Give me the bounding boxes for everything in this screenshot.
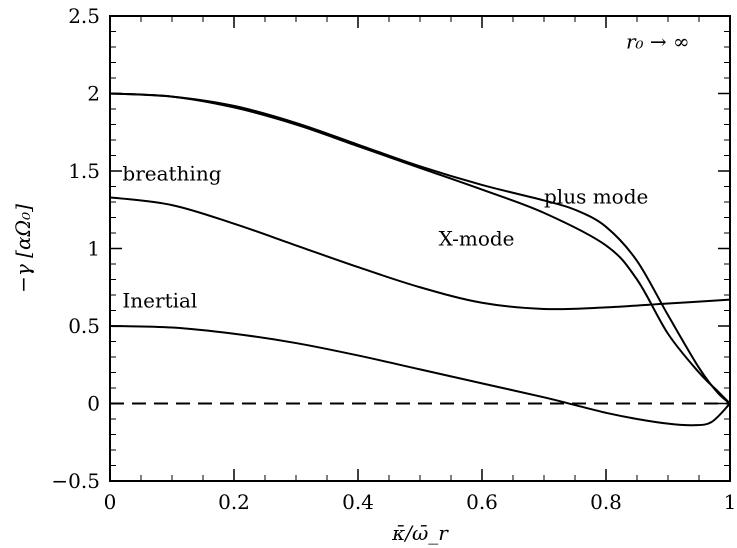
plot-frame	[109, 15, 731, 482]
x-tick-label: 0.8	[590, 490, 622, 514]
y-tick-label: 2.5	[68, 4, 100, 28]
annotation-4: X-mode	[439, 226, 515, 250]
x-axis-label: κ̄/ω̄_r	[391, 521, 449, 545]
x-tick-label: 0.6	[466, 490, 498, 514]
y-axis-label: −γ [αΩ₀]	[11, 204, 35, 293]
x-tick-label: 0.2	[218, 490, 250, 514]
annotation-3: Inertial	[122, 288, 197, 312]
series-line-2	[110, 92, 730, 405]
series-line-1	[110, 92, 730, 405]
annotation-2: breathing	[122, 161, 221, 185]
x-tick-label: 0	[104, 490, 117, 514]
y-tick-label: −0.5	[51, 469, 100, 493]
x-tick-label: 0.4	[342, 490, 374, 514]
annotation-5: plus mode	[544, 185, 648, 209]
y-tick-label: 1.5	[68, 159, 100, 183]
x-tick-label: 1	[724, 490, 737, 514]
y-tick-label: 2	[87, 82, 100, 106]
y-tick-label: 0	[87, 392, 100, 416]
y-tick-label: 1	[87, 237, 100, 261]
series-line-3	[110, 196, 730, 311]
y-tick-label: 0.5	[68, 314, 100, 338]
annotation-1: r₀ → ∞	[626, 30, 690, 54]
series-line-4	[110, 325, 730, 427]
